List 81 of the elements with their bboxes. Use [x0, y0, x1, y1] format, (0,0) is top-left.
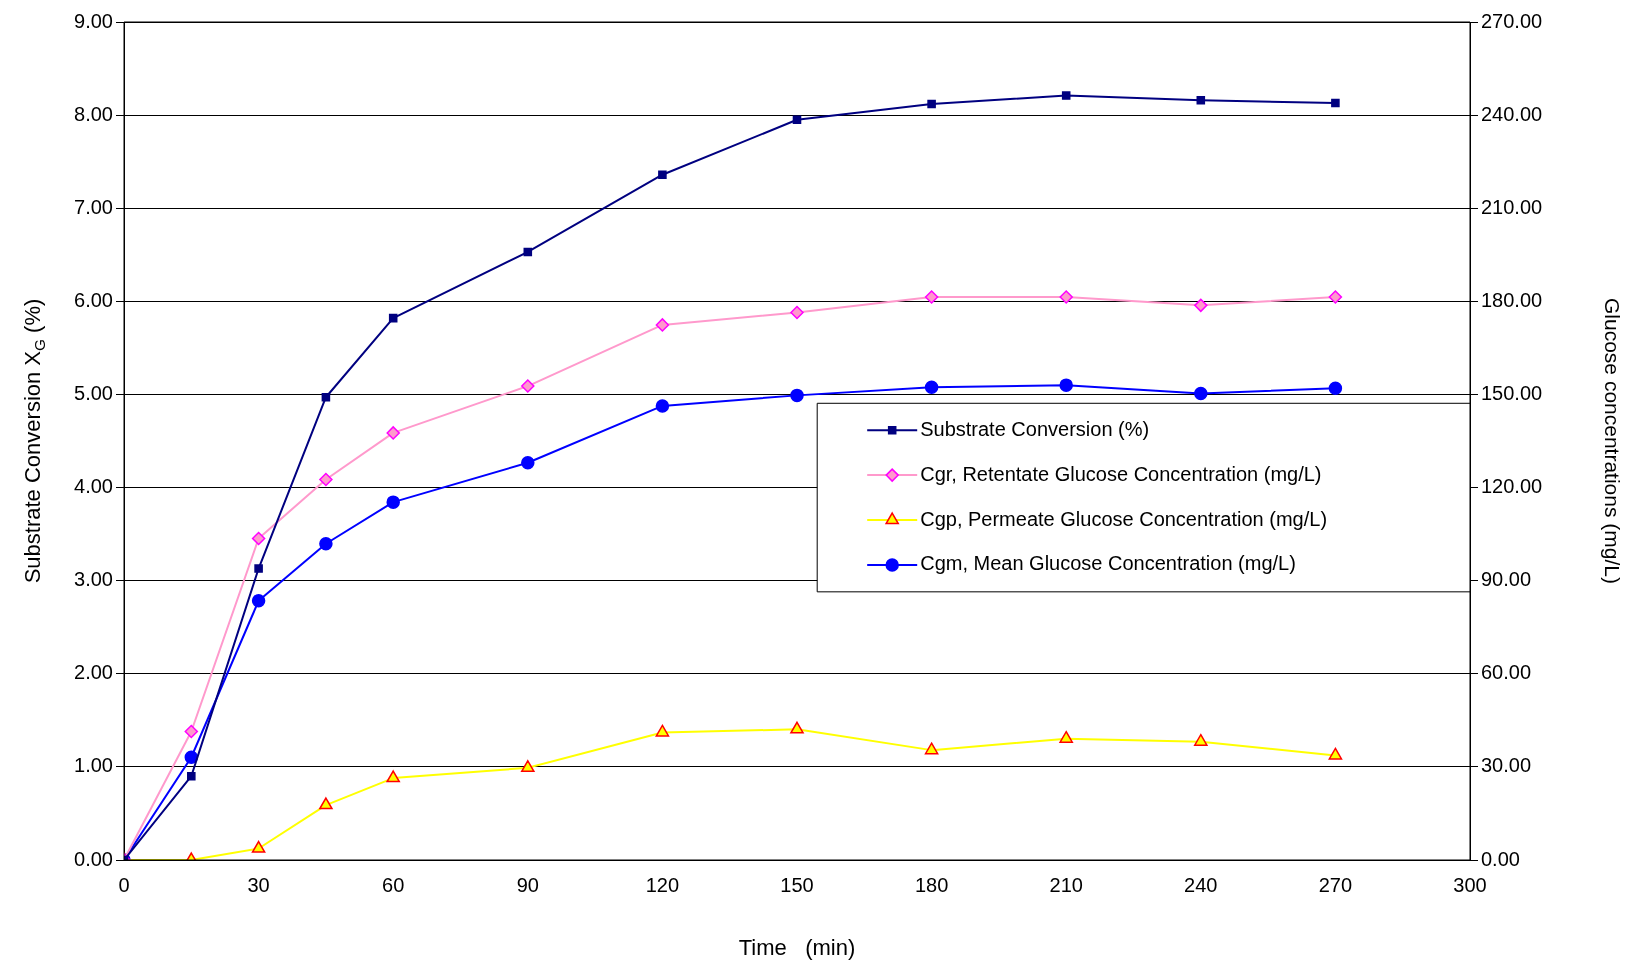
x-tick-label: 90 — [516, 873, 539, 896]
point — [655, 318, 670, 332]
x-tick-label: 180 — [914, 873, 949, 896]
y2-tick-label: 60.00 — [1481, 661, 1532, 684]
point — [1193, 734, 1208, 746]
point — [184, 724, 199, 739]
y2-tick-label: 210.00 — [1481, 195, 1543, 218]
point — [1328, 381, 1343, 395]
y-tick-label: 6.00 — [74, 288, 113, 311]
x-tick-label: 0 — [118, 873, 130, 896]
point — [790, 388, 804, 403]
point — [924, 742, 939, 755]
y-tick-label: 0.00 — [74, 847, 113, 870]
point — [1059, 290, 1073, 304]
point — [254, 564, 263, 573]
y2-tick-label: 0.00 — [1481, 847, 1520, 870]
y-tick-label: 4.00 — [74, 475, 113, 498]
y-tick-label: 2.00 — [74, 661, 113, 684]
point — [1328, 747, 1343, 760]
point — [521, 455, 535, 470]
point — [386, 770, 401, 783]
y-tick-label: 7.00 — [74, 195, 113, 218]
x-tick-label: 240 — [1184, 873, 1218, 896]
point — [319, 536, 333, 551]
point — [523, 247, 533, 257]
x-tick-label: 30 — [247, 873, 270, 896]
y-axis-title: Substrate Conversion XG (%) — [20, 298, 48, 584]
point — [924, 380, 939, 395]
point — [924, 290, 939, 304]
point — [521, 379, 535, 393]
y-tick-label: 9.00 — [74, 9, 113, 32]
point — [1328, 290, 1343, 304]
point — [319, 797, 333, 810]
y-tick-label: 3.00 — [74, 568, 113, 591]
y2-tick-label: 90.00 — [1481, 568, 1532, 591]
point — [1331, 98, 1340, 108]
point — [790, 721, 804, 734]
x-tick-label: 150 — [780, 873, 814, 896]
y2-tick-label: 180.00 — [1481, 288, 1543, 311]
point — [927, 99, 936, 109]
point — [520, 760, 535, 773]
point — [655, 399, 670, 413]
point — [1059, 730, 1074, 743]
y-tick-label: 1.00 — [74, 754, 113, 777]
y2-tick-label: 30.00 — [1481, 754, 1532, 777]
point — [388, 313, 398, 323]
x-tick-label: 270 — [1318, 873, 1353, 896]
point — [790, 305, 804, 320]
point — [251, 594, 266, 608]
x-tick-label: 210 — [1049, 873, 1083, 896]
y2-tick-label: 240.00 — [1481, 102, 1543, 125]
point — [1196, 95, 1206, 105]
y2-tick-label: 150.00 — [1481, 381, 1543, 404]
point — [187, 771, 196, 781]
point — [1059, 378, 1073, 392]
legend-label: Cgm, Mean Glucose Concentration (mg/L) — [920, 552, 1296, 575]
point — [1194, 298, 1208, 313]
y-tick-label: 8.00 — [74, 102, 113, 125]
point — [658, 170, 667, 179]
point — [386, 426, 400, 440]
x-tick-label: 300 — [1453, 873, 1487, 896]
point — [386, 495, 400, 509]
point — [251, 531, 266, 546]
point — [321, 392, 331, 402]
x-tick-label: 120 — [645, 873, 680, 896]
y2-axis-title: Glucose concentrations (mg/L) — [1600, 298, 1624, 584]
legend-label: Cgr, Retentate Glucose Concentration (mg/L) — [920, 462, 1322, 485]
point — [251, 840, 266, 853]
x-axis-title: Time (min) — [738, 934, 856, 960]
y2-tick-label: 270.00 — [1481, 9, 1543, 32]
point — [1061, 91, 1071, 100]
point — [1194, 386, 1208, 401]
legend-label: Cgp, Permeate Glucose Concentration (mg/L) — [920, 507, 1328, 530]
legend-label: Substrate Conversion (%) — [920, 417, 1150, 440]
point — [792, 115, 802, 125]
point — [184, 750, 199, 765]
x-tick-label: 60 — [382, 873, 405, 896]
point — [319, 472, 333, 487]
y-tick-label: 5.00 — [74, 381, 113, 404]
point — [655, 724, 670, 737]
y2-tick-label: 120.00 — [1481, 475, 1543, 498]
